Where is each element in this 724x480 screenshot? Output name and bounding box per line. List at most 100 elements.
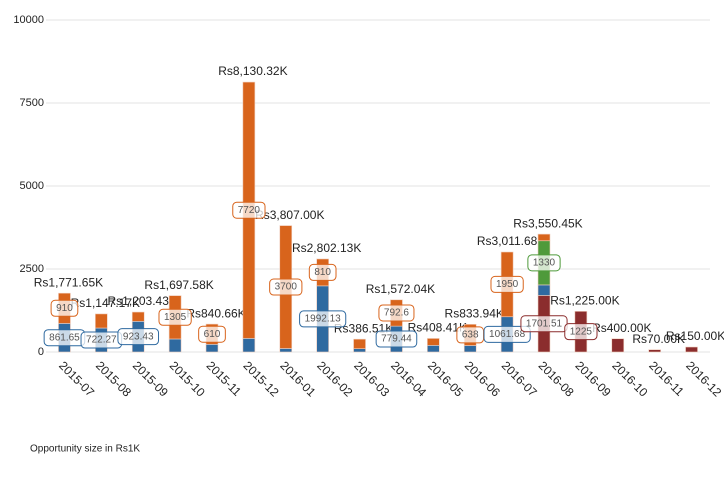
bar-segment: [463, 345, 477, 353]
segment-label-box: [308, 263, 337, 281]
segment-label: 779.44: [375, 330, 418, 348]
x-tick: 2016-07: [499, 358, 540, 399]
x-tick: 2015-08: [93, 358, 134, 399]
x-tick: 2016-04: [388, 358, 429, 399]
segment-label: 1225: [564, 323, 598, 341]
segment-label: 722.27: [80, 331, 123, 349]
segment-label-box: [198, 325, 226, 343]
x-tick-label: 2016-04: [388, 358, 429, 399]
bar-segment: [427, 338, 440, 346]
x-tick: 2016-11: [646, 358, 687, 399]
segment-label-box: [158, 308, 192, 326]
y-tick-label: 5000: [20, 180, 44, 192]
segment-label-text: 3700: [275, 282, 298, 293]
x-tick-label: 2016-10: [609, 358, 650, 399]
segment-label-text: 810: [314, 267, 331, 278]
bar-segment: [131, 311, 145, 322]
segment-label-text: 610: [204, 329, 221, 340]
x-tick: 2016-12: [683, 358, 724, 399]
x-tick-label: 2015-09: [130, 358, 171, 399]
x-tick: 2016-05: [425, 358, 466, 399]
y-tick-label: 7500: [20, 97, 44, 109]
segment-label-text: 722.27: [86, 335, 117, 346]
segment-label-text: 1701.51: [526, 318, 563, 329]
total-label: Rs3,807.00K: [255, 208, 324, 222]
bar-segment: [168, 338, 182, 353]
segment-label-text: 910: [56, 303, 73, 314]
bar-segment: [611, 338, 625, 353]
bar-segment: [95, 313, 108, 329]
bar-segment: [353, 338, 366, 349]
bar-segment: [205, 344, 219, 353]
x-tick-label: 2016-02: [314, 358, 355, 399]
segment-label-box: [527, 254, 561, 272]
x-tick-label: 2015-12: [241, 358, 282, 399]
x-tick-label: 2016-11: [646, 358, 687, 399]
segment-label: 861.65: [43, 329, 86, 347]
x-tick: 2016-03: [351, 358, 392, 399]
x-tick: 2015-11: [204, 358, 245, 399]
total-label: Rs3,011.68K: [477, 234, 546, 248]
total-label: Rs400.00K: [592, 321, 651, 335]
bar-segment: [537, 284, 551, 296]
x-tick-label: 2016-12: [683, 358, 724, 399]
x-tick-label: 2016-06: [462, 358, 503, 399]
segment-label-text: 923.43: [123, 331, 154, 342]
segment-label-box: [232, 201, 266, 219]
y-tick-label: 0: [38, 346, 44, 358]
x-tick: 2015-12: [241, 358, 282, 399]
segment-label-text: 638: [462, 330, 479, 341]
x-tick-label: 2015-11: [204, 358, 245, 399]
x-tick-label: 2016-08: [536, 358, 577, 399]
x-tick-label: 2016-03: [351, 358, 392, 399]
segment-label: 910: [50, 299, 79, 317]
segment-label-text: 861.65: [49, 332, 80, 343]
segment-label: 1992.13: [299, 310, 347, 328]
segment-label: 1330: [527, 254, 561, 272]
total-label: Rs150.00K: [666, 329, 724, 343]
total-label: Rs408.41K: [408, 321, 467, 335]
segment-label-text: 7720: [238, 205, 261, 216]
segment-label-box: [117, 328, 160, 346]
total-label: Rs1,147.17K: [71, 296, 140, 310]
segment-label-text: 779.44: [381, 334, 412, 345]
bar-segment: [427, 345, 440, 353]
x-tick-label: 2016-05: [425, 358, 466, 399]
x-tick: 2016-08: [536, 358, 577, 399]
x-tick: 2015-09: [130, 358, 171, 399]
x-tick-label: 2016-01: [277, 358, 318, 399]
bar-segment: [242, 338, 256, 353]
segment-label-box: [50, 299, 79, 317]
segment-label: 7720: [232, 201, 266, 219]
segment-label: 792.6: [378, 304, 415, 322]
segment-label: 810: [308, 263, 337, 281]
x-tick-label: 2016-07: [499, 358, 540, 399]
segment-label: 3700: [269, 278, 303, 296]
x-tick-label: 2015-07: [56, 358, 97, 399]
segment-label: 1061.68: [483, 325, 531, 343]
bar-segment: [353, 348, 366, 353]
x-tick: 2015-10: [167, 358, 208, 399]
total-label: Rs8,130.32K: [218, 64, 287, 78]
total-label: Rs840.66K: [186, 306, 245, 320]
segment-label-text: 1992.13: [305, 314, 342, 325]
footnote: Opportunity size in Rs1K: [30, 444, 140, 455]
segment-label: 1950: [490, 275, 524, 293]
x-tick: 2016-02: [314, 358, 355, 399]
x-tick-label: 2015-08: [93, 358, 134, 399]
segment-label: 1701.51: [520, 315, 568, 333]
bar-segment: [279, 348, 293, 353]
segment-label-text: 792.6: [384, 308, 409, 319]
segment-label-text: 1305: [164, 312, 187, 323]
segment-label-box: [483, 325, 531, 343]
total-label: Rs2,802.13K: [292, 241, 361, 255]
total-label: Rs1,203.43K: [108, 294, 177, 308]
total-label: Rs3,550.45K: [513, 216, 582, 230]
segment-label: 923.43: [117, 328, 160, 346]
x-tick: 2016-10: [609, 358, 650, 399]
segment-label-text: 1225: [570, 326, 593, 337]
total-label: Rs1,697.58K: [144, 278, 213, 292]
x-tick-label: 2016-09: [573, 358, 614, 399]
total-label: Rs70.00K: [632, 332, 685, 346]
